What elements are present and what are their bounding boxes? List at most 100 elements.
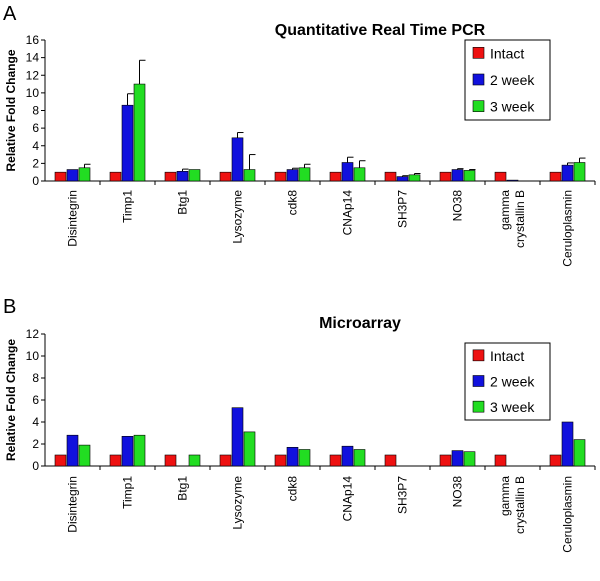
- panel-b-category-label: Ceruloplasmin: [561, 476, 575, 553]
- panel-b-bar-intact: [384, 454, 397, 467]
- panel-a-bar-3-week: [78, 167, 91, 182]
- panel-a-bar-2-week: [561, 164, 574, 182]
- panel-b-category-label: CNAp14: [341, 476, 355, 522]
- panel-b-legend-label-intact: Intact: [490, 348, 524, 364]
- panel-b-category-label: Timp1: [121, 476, 135, 509]
- panel-a-bar-3-week: [408, 174, 421, 182]
- panel-a-bar-3-week: [243, 169, 256, 182]
- panel-a-bar-3-week: [573, 162, 586, 182]
- panel-a-bar-intact: [274, 171, 287, 182]
- panel-a-y-tick-label: 6: [32, 121, 39, 135]
- panel-a-category-label: CNAp14: [341, 190, 355, 236]
- panel-a-y-tick-label: 16: [26, 33, 40, 47]
- panel-a-legend-swatch-intact: [472, 47, 485, 59]
- panel-a-bar-2-week: [286, 169, 299, 182]
- panel-b-bar-intact: [54, 454, 67, 467]
- panel-a-bar-intact: [54, 171, 67, 182]
- panel-b-bar-3-week: [243, 431, 256, 467]
- panel-b-category-label: SH3P7: [396, 476, 410, 514]
- panel-b-bar-intact: [329, 454, 342, 467]
- panel-a-bar-2-week: [176, 171, 189, 182]
- panel-a-category-label: Disintegrin: [66, 190, 80, 247]
- panel-b-title: Microarray: [319, 315, 401, 332]
- panel-a-bar-3-week: [188, 169, 201, 182]
- panel-a-y-tick-label: 14: [26, 51, 40, 65]
- panel-b-y-tick-label: 8: [32, 371, 39, 385]
- panel-a-bar-intact: [494, 171, 507, 182]
- panel-a-bar-3-week: [353, 167, 366, 182]
- panel-b-category-label: Disintegrin: [66, 476, 80, 533]
- panel-a-bar-3-week: [133, 83, 146, 182]
- panel-b-bar-intact: [274, 454, 287, 467]
- panel-b-bar-intact: [439, 454, 452, 467]
- panel-b-bar-3-week: [78, 444, 91, 467]
- panel-b-bar-intact: [549, 454, 562, 467]
- panel-a-bar-2-week: [231, 137, 244, 182]
- panel-a-legend-swatch-2-week: [472, 73, 485, 86]
- panel-b-bar-3-week: [298, 449, 311, 467]
- panel-a-category-label: gamma: [498, 190, 512, 230]
- panel-a-bar-2-week: [396, 176, 409, 182]
- panel-b-y-tick-label: 2: [32, 437, 39, 451]
- panel-a-y-tick-label: 8: [32, 104, 39, 118]
- panel-b-category-label: Lysozyme: [231, 476, 245, 530]
- panel-a-bar-3-week: [463, 170, 476, 182]
- panel-b-y-axis-label: Relative Fold Change: [4, 339, 18, 461]
- panel-a-bar-intact: [164, 171, 177, 182]
- panel-a-category-label: Lysozyme: [231, 190, 245, 244]
- panel-a-bar-intact: [549, 171, 562, 182]
- panel-b-legend-label-3-week: 3 week: [490, 399, 535, 415]
- panel-b-y-tick-label: 0: [32, 459, 39, 473]
- panel-a-y-tick-label: 10: [26, 86, 40, 100]
- panel-b-bar-3-week: [188, 454, 201, 467]
- panel-a-bar-2-week: [121, 104, 134, 182]
- panel-a-legend-label-2-week: 2 week: [490, 72, 535, 88]
- panel-b-bar-intact: [219, 454, 232, 467]
- panel-b-y-tick-label: 10: [26, 349, 40, 363]
- panel-a-bar-intact: [329, 171, 342, 182]
- panel-b-bar-2-week: [561, 421, 574, 467]
- panel-a-bar-intact: [219, 171, 232, 182]
- panel-b-category-label: gamma: [498, 476, 512, 516]
- panel-b-legend-swatch-intact: [472, 349, 485, 362]
- panel-a-y-tick-label: 2: [32, 156, 39, 170]
- panel-b-category-label: crystallin B: [513, 476, 527, 534]
- panel-b-bar-3-week: [353, 449, 366, 467]
- panel-a-bar-intact: [109, 171, 122, 182]
- panel-b-category-label: cdk8: [286, 476, 300, 502]
- panel-a-category-label: cdk8: [286, 190, 300, 216]
- panel-a-title: Quantitative Real Time PCR: [275, 22, 486, 39]
- panel-b-bar-intact: [109, 454, 122, 467]
- panel-a-bar-intact: [439, 171, 452, 182]
- panel-a-bar-2-week: [66, 169, 79, 182]
- panel-b-bar-2-week: [341, 445, 354, 467]
- panel-b-y-tick-label: 4: [32, 415, 39, 429]
- panel-b-category-label: Btg1: [176, 476, 190, 501]
- panel-a-letter: A: [3, 3, 17, 25]
- panel-b-bar-2-week: [231, 407, 244, 467]
- panel-b-bar-3-week: [133, 434, 146, 467]
- panel-b-chart: B Microarray Relative Fold Change 0 2 4 6 8 10 12…: [3, 296, 596, 553]
- panel-a-category-label: NO38: [451, 190, 465, 222]
- panel-b-legend-label-2-week: 2 week: [490, 374, 535, 390]
- panel-a-category-label: SH3P7: [396, 190, 410, 228]
- panel-a-bar-intact: [384, 171, 397, 182]
- panel-a-bar-2-week: [506, 179, 519, 182]
- panel-b-legend-swatch-3-week: [472, 400, 485, 413]
- panel-a-category-label: crystallin B: [513, 190, 527, 248]
- panel-b-bar-2-week: [451, 450, 464, 467]
- panel-a-y-axis-label: Relative Fold Change: [4, 49, 18, 171]
- panel-b-bar-2-week: [286, 446, 299, 467]
- panel-a-chart: A Quantitative Real Time PCR Relative Fold…: [3, 3, 596, 267]
- panel-a-bar-2-week: [341, 162, 354, 182]
- panel-b-letter: B: [3, 296, 16, 318]
- panel-a-y-tick-label: 12: [26, 68, 40, 82]
- panel-a-category-label: Ceruloplasmin: [561, 190, 575, 267]
- panel-a-y-tick-label: 4: [32, 139, 39, 153]
- panel-b-y-tick-label: 12: [26, 327, 40, 341]
- panel-b-y-tick-label: 6: [32, 393, 39, 407]
- panel-a-bar-2-week: [451, 169, 464, 182]
- panel-a-category-label: Timp1: [121, 190, 135, 223]
- panel-a-bar-3-week: [298, 167, 311, 182]
